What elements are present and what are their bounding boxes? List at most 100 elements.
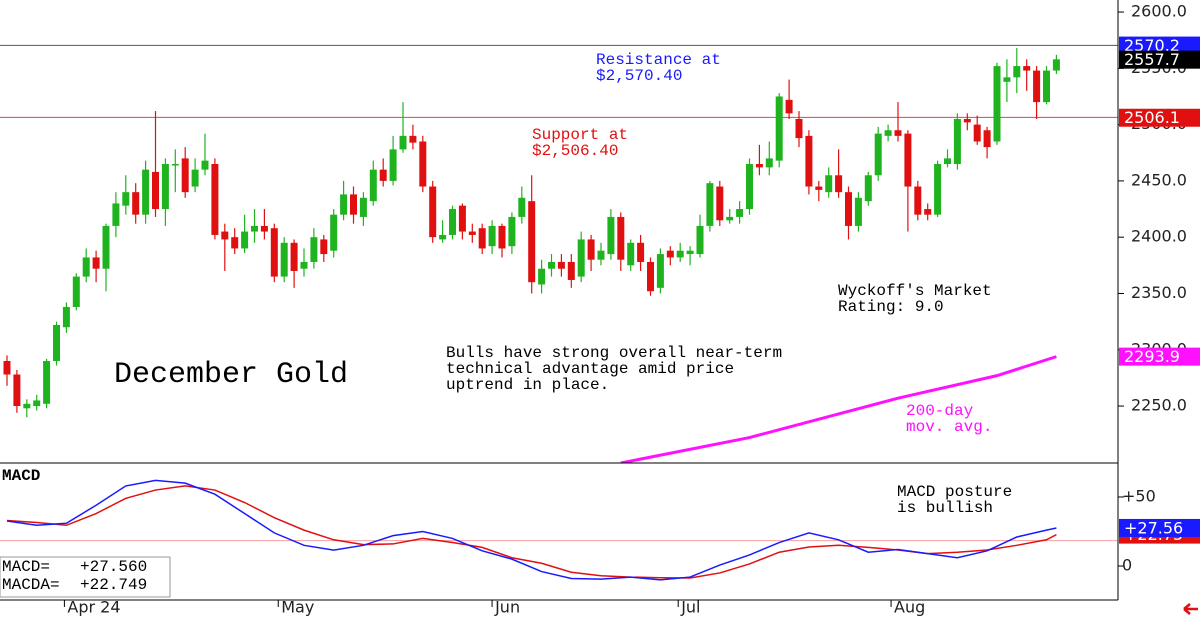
nav-arrow bbox=[1183, 603, 1198, 615]
price-tag-label: +27.56 bbox=[1124, 518, 1183, 537]
candle-body bbox=[587, 239, 595, 260]
candle-body bbox=[1052, 59, 1060, 71]
candle-body bbox=[1003, 77, 1011, 82]
annotation: $2,570.40 bbox=[596, 67, 682, 85]
candle-body bbox=[736, 209, 744, 217]
y-tick-label: 2400.0 bbox=[1131, 227, 1187, 246]
candle-body bbox=[716, 186, 724, 221]
candle-body bbox=[132, 192, 140, 215]
price-tag bbox=[1119, 108, 1200, 127]
candle-body bbox=[43, 361, 51, 404]
candle-body bbox=[270, 228, 278, 277]
y-tick-label: 2350.0 bbox=[1131, 283, 1187, 302]
candle-body bbox=[617, 216, 625, 260]
moving-average bbox=[620, 355, 1057, 463]
candle-body bbox=[62, 306, 70, 328]
candle-body bbox=[518, 197, 526, 217]
readout-label: MACD= bbox=[2, 558, 50, 576]
candle-body bbox=[389, 149, 397, 181]
candle-body bbox=[439, 234, 447, 240]
candle-body bbox=[488, 225, 496, 247]
candle-body bbox=[854, 197, 862, 226]
price-tag-label: 2506.1 bbox=[1124, 108, 1180, 127]
candle-body bbox=[231, 237, 239, 249]
y-tick-label: 2450.0 bbox=[1131, 170, 1187, 189]
x-tick-label: Aug bbox=[894, 598, 925, 617]
candle-body bbox=[478, 228, 486, 249]
price-tag-label: 2557.7 bbox=[1124, 50, 1180, 69]
candle-body bbox=[152, 171, 159, 210]
candle-body bbox=[944, 158, 951, 165]
x-tick-label: Jun bbox=[494, 598, 520, 617]
candle-body bbox=[637, 242, 645, 262]
candle-body bbox=[82, 257, 90, 277]
candle-body bbox=[508, 216, 516, 247]
readout-value: +27.560 bbox=[80, 558, 147, 576]
y-tick-label: 0 bbox=[1122, 556, 1132, 575]
candle-body bbox=[993, 66, 1001, 142]
candle-body bbox=[627, 242, 635, 266]
candle-body bbox=[746, 164, 753, 210]
candle-body bbox=[983, 130, 991, 148]
y-tick-label: +50 bbox=[1122, 486, 1156, 505]
candle-body bbox=[1033, 70, 1041, 103]
candle-body bbox=[241, 231, 249, 249]
candle-body bbox=[528, 201, 536, 283]
candle-body bbox=[775, 96, 783, 161]
x-tick-label: Apr 24 bbox=[67, 598, 120, 617]
candle-body bbox=[815, 186, 823, 190]
candle-body bbox=[468, 231, 476, 235]
candle-body bbox=[538, 268, 546, 285]
macd-line bbox=[6, 479, 1057, 581]
annotation: Wyckoff's Market bbox=[838, 282, 992, 300]
candle-body bbox=[498, 225, 506, 249]
candle-body bbox=[647, 261, 654, 292]
candle-body bbox=[963, 118, 971, 123]
candle-body bbox=[1043, 70, 1050, 103]
readout-value: +22.749 bbox=[80, 576, 147, 594]
price-tag-label: 2293.9 bbox=[1124, 347, 1180, 366]
candle-body bbox=[142, 169, 150, 215]
annotation: Bulls have strong overall near-term bbox=[446, 344, 782, 362]
candle-body bbox=[864, 175, 872, 202]
candle-body bbox=[845, 192, 852, 226]
candle-body bbox=[72, 276, 80, 307]
candle-body bbox=[785, 99, 793, 114]
candle-body bbox=[835, 175, 843, 193]
candle-body bbox=[726, 216, 734, 221]
candle-body bbox=[300, 261, 308, 269]
candle-body bbox=[656, 254, 664, 288]
price-tag-label: 2570.2 bbox=[1124, 36, 1180, 55]
annotation: technical advantage amid price bbox=[446, 360, 734, 378]
annotation: Resistance at bbox=[596, 51, 721, 69]
x-tick-label: May bbox=[281, 598, 314, 617]
candle-body bbox=[874, 133, 882, 176]
candle-body bbox=[884, 130, 892, 136]
candle-body bbox=[795, 118, 803, 139]
candle-body bbox=[924, 209, 932, 215]
candle-body bbox=[350, 194, 357, 215]
price-tag bbox=[1119, 36, 1200, 55]
candle-body bbox=[191, 169, 199, 187]
candle-body bbox=[557, 261, 565, 269]
candle-body bbox=[290, 242, 298, 271]
candle-body bbox=[369, 169, 377, 202]
readout-box bbox=[0, 556, 171, 598]
chart-title: December Gold bbox=[114, 358, 348, 392]
candle-body bbox=[280, 242, 288, 277]
candle-body bbox=[181, 158, 189, 193]
candle-body bbox=[666, 250, 674, 258]
candle-body bbox=[1013, 66, 1021, 78]
panel-title: MACD bbox=[2, 467, 40, 485]
candle-body bbox=[973, 124, 981, 142]
candle-body bbox=[399, 135, 407, 150]
candle-body bbox=[260, 225, 268, 232]
candle-body bbox=[934, 164, 942, 215]
candle-body bbox=[825, 175, 833, 193]
candle-body bbox=[904, 133, 912, 187]
candle-body bbox=[548, 261, 555, 269]
candle-body bbox=[458, 205, 466, 232]
candle-body bbox=[429, 186, 437, 238]
candle-body bbox=[13, 374, 21, 407]
candle-body bbox=[112, 203, 120, 226]
